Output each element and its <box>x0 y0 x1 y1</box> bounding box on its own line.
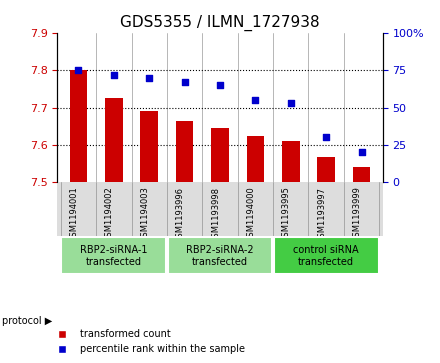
Bar <box>211 128 229 182</box>
Text: GSM1194000: GSM1194000 <box>246 187 255 242</box>
Text: GSM1194003: GSM1194003 <box>140 187 149 242</box>
Text: GSM1194002: GSM1194002 <box>105 187 114 242</box>
Text: RBP2-siRNA-2
transfected: RBP2-siRNA-2 transfected <box>186 245 254 267</box>
Point <box>146 75 153 81</box>
Point <box>252 97 259 103</box>
Point <box>216 82 224 88</box>
Text: RBP2-siRNA-1
transfected: RBP2-siRNA-1 transfected <box>80 245 147 267</box>
Text: control siRNA
transfected: control siRNA transfected <box>293 245 359 267</box>
Title: GDS5355 / ILMN_1727938: GDS5355 / ILMN_1727938 <box>120 15 320 31</box>
Point <box>75 67 82 73</box>
Text: GSM1194001: GSM1194001 <box>70 187 78 242</box>
Bar <box>246 135 264 182</box>
Text: protocol ▶: protocol ▶ <box>2 316 52 326</box>
Bar <box>105 98 123 182</box>
Text: GSM1193996: GSM1193996 <box>176 187 185 242</box>
Bar <box>62 237 166 274</box>
Point <box>287 100 294 106</box>
Text: GSM1193995: GSM1193995 <box>282 187 291 242</box>
Text: GSM1193997: GSM1193997 <box>317 187 326 242</box>
Bar <box>168 237 272 274</box>
Bar <box>353 167 370 182</box>
Text: GSM1193999: GSM1193999 <box>352 187 362 242</box>
Bar <box>274 237 378 274</box>
Point <box>358 150 365 155</box>
Point <box>110 72 117 77</box>
Bar <box>140 111 158 182</box>
Text: GSM1193998: GSM1193998 <box>211 187 220 242</box>
Point <box>323 135 330 140</box>
Bar <box>176 121 194 182</box>
Bar <box>70 70 87 182</box>
Point <box>181 79 188 85</box>
Bar <box>282 141 300 182</box>
Legend: transformed count, percentile rank within the sample: transformed count, percentile rank withi… <box>49 326 249 358</box>
Bar <box>317 157 335 182</box>
